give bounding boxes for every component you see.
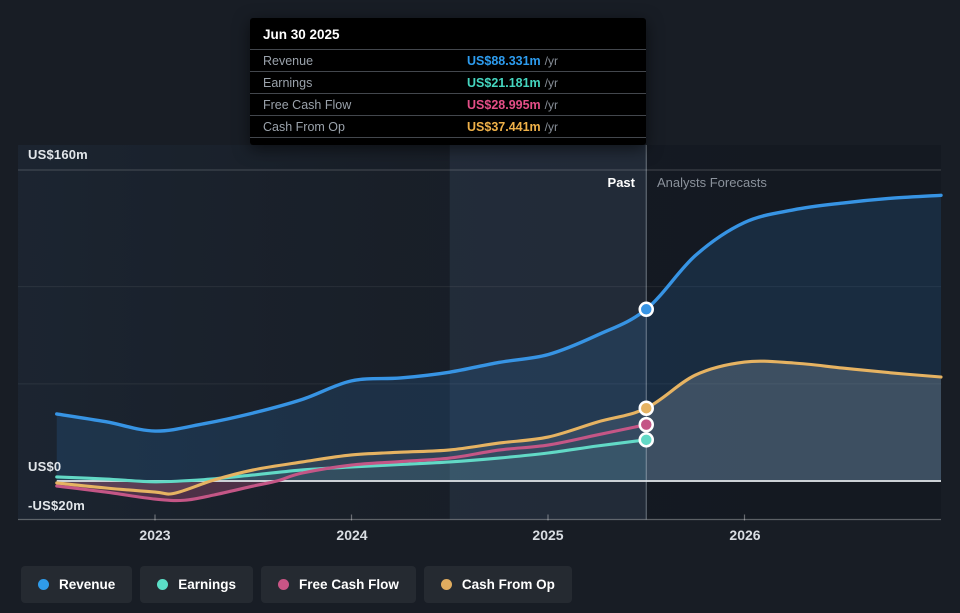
revenue-dot-icon [38, 579, 49, 590]
tooltip-row-earnings: Earnings US$21.181m /yr [250, 71, 646, 93]
tooltip-suffix: /yr [544, 53, 559, 68]
legend-label: Free Cash Flow [299, 577, 399, 592]
y-axis-label-neg20m: -US$20m [28, 498, 86, 513]
tooltip-suffix: /yr [544, 97, 559, 112]
x-axis-label-2023: 2023 [139, 527, 171, 543]
tooltip-suffix: /yr [544, 119, 559, 134]
cash-from-op-dot-icon [440, 579, 452, 590]
y-axis-label-160m: US$160m [28, 147, 88, 162]
earnings-dot-icon [157, 579, 169, 590]
x-axis-label-2024: 2024 [336, 527, 368, 543]
legend-item-free-cash-flow[interactable]: Free Cash Flow [261, 566, 416, 603]
tooltip-label: Free Cash Flow [263, 97, 352, 112]
legend-item-earnings[interactable]: Earnings [140, 566, 254, 603]
tooltip-value: US$88.331m [467, 53, 541, 68]
tooltip-suffix: /yr [544, 75, 559, 90]
chart-tooltip: Jun 30 2025 Revenue US$88.331m /yr Earni… [250, 18, 646, 145]
forecast-region-label: Analysts Forecasts [657, 175, 767, 190]
tooltip-label: Revenue [263, 53, 314, 68]
y-axis-label-0: US$0 [28, 459, 62, 474]
legend-label: Cash From Op [461, 577, 555, 592]
legend-label: Revenue [59, 577, 116, 592]
tooltip-row-cash-from-op: Cash From Op US$37.441m /yr [250, 115, 646, 138]
free-cash-flow-dot-icon [278, 579, 290, 590]
tooltip-value: US$28.995m [467, 97, 541, 112]
legend-item-revenue[interactable]: Revenue [21, 566, 133, 603]
tooltip-label: Earnings [263, 75, 313, 90]
tooltip-label: Cash From Op [263, 119, 345, 134]
legend-item-cash-from-op[interactable]: Cash From Op [423, 566, 572, 603]
legend: Revenue Earnings Free Cash Flow Cash Fro… [21, 566, 572, 603]
x-axis-label-2025: 2025 [532, 527, 564, 543]
tooltip-row-revenue: Revenue US$88.331m /yr [250, 49, 646, 71]
tooltip-date: Jun 30 2025 [263, 27, 340, 42]
x-axis-label-2026: 2026 [729, 527, 761, 543]
tooltip-row-free-cash-flow: Free Cash Flow US$28.995m /yr [250, 93, 646, 115]
legend-label: Earnings [178, 577, 237, 592]
tooltip-value: US$21.181m [467, 75, 541, 90]
past-region-label: Past [607, 175, 635, 190]
tooltip-value: US$37.441m [467, 119, 541, 134]
